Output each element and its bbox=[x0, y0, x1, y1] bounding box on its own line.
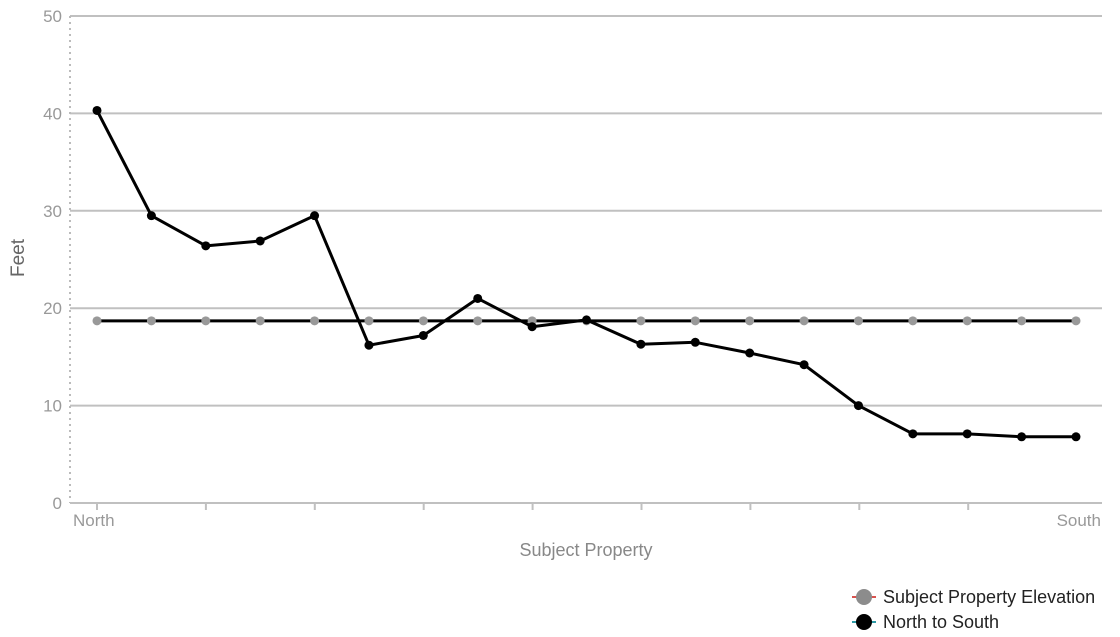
data-point bbox=[690, 337, 700, 347]
data-point bbox=[799, 316, 809, 326]
legend: Subject Property Elevation North to Sout… bbox=[852, 587, 1095, 632]
data-point bbox=[201, 316, 211, 326]
y-axis-title: Feet bbox=[8, 238, 29, 277]
data-point bbox=[201, 241, 211, 251]
series-layer bbox=[92, 105, 1081, 442]
data-point bbox=[745, 316, 755, 326]
data-point bbox=[853, 401, 863, 411]
x-tick-label: South bbox=[1057, 511, 1101, 530]
data-point bbox=[582, 315, 591, 325]
data-point bbox=[310, 211, 320, 221]
x-axis-title: Subject Property bbox=[519, 540, 652, 560]
gridlines bbox=[70, 15, 1102, 407]
series-line bbox=[95, 109, 1076, 439]
data-point bbox=[908, 316, 918, 326]
data-point bbox=[146, 316, 156, 326]
data-point bbox=[364, 340, 374, 350]
legend-marker bbox=[856, 614, 872, 630]
data-point bbox=[1017, 432, 1027, 442]
legend-item-subject-property-elevation: Subject Property Elevation bbox=[852, 587, 1095, 607]
data-point bbox=[146, 211, 156, 221]
y-tick-label: 10 bbox=[43, 397, 62, 416]
data-point bbox=[962, 316, 972, 326]
series-1 bbox=[92, 105, 1081, 442]
y-tick-label: 50 bbox=[43, 7, 62, 26]
x-axis: North South bbox=[70, 502, 1102, 530]
data-point bbox=[310, 316, 320, 326]
legend-item-north-to-south: North to South bbox=[852, 612, 999, 632]
data-point bbox=[473, 316, 483, 326]
x-tick-label: North bbox=[73, 511, 115, 530]
data-point bbox=[1071, 432, 1081, 442]
y-tick-label: 0 bbox=[53, 494, 62, 513]
data-point bbox=[853, 316, 863, 326]
data-point bbox=[473, 293, 483, 303]
y-tick-label: 20 bbox=[43, 299, 62, 318]
legend-marker bbox=[856, 589, 872, 605]
data-point bbox=[799, 360, 809, 370]
y-tick-label: 40 bbox=[43, 104, 62, 123]
data-point bbox=[527, 322, 537, 332]
data-point bbox=[908, 429, 918, 439]
data-point bbox=[1017, 316, 1027, 326]
data-point bbox=[92, 316, 102, 326]
data-point bbox=[690, 316, 700, 326]
data-point bbox=[418, 330, 428, 340]
data-point bbox=[745, 348, 755, 358]
y-tick-label: 30 bbox=[43, 202, 62, 221]
y-axis: 0 10 20 30 40 50 bbox=[43, 7, 71, 513]
data-point bbox=[1071, 316, 1081, 326]
data-point bbox=[962, 429, 972, 439]
data-point bbox=[255, 316, 265, 326]
data-point bbox=[636, 339, 646, 349]
data-point bbox=[255, 236, 265, 246]
data-point bbox=[364, 316, 374, 326]
legend-label: North to South bbox=[883, 612, 999, 632]
data-point bbox=[92, 105, 102, 115]
data-point bbox=[636, 316, 646, 326]
legend-label: Subject Property Elevation bbox=[883, 587, 1095, 607]
data-point bbox=[418, 316, 428, 326]
